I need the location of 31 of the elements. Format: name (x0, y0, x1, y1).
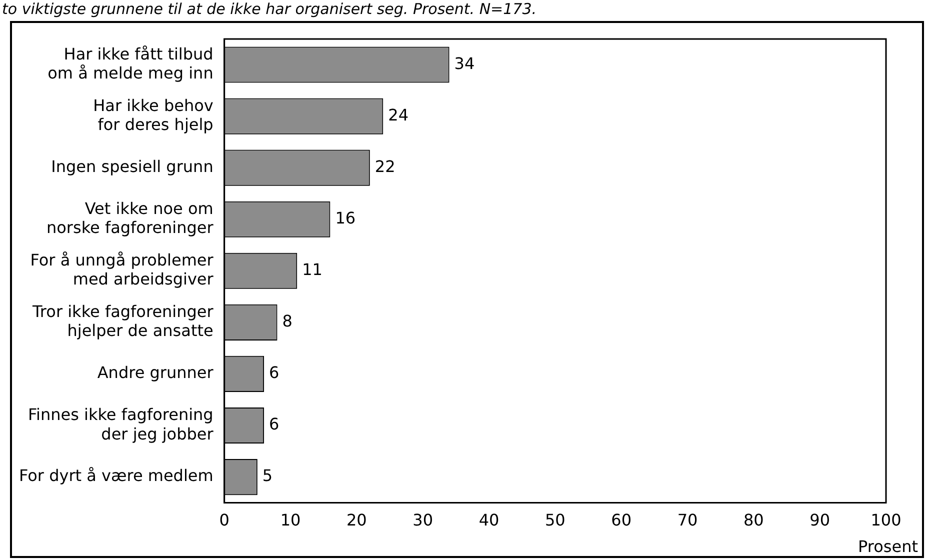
x-tick-label: 100 (870, 510, 902, 530)
x-tick-label: 90 (810, 510, 830, 530)
x-tick-label: 40 (478, 510, 500, 530)
y-tick-label: Har ikke behov for deres hjelp (93, 96, 214, 134)
y-tick-label: Finnes ikke fagforening der jeg jobber (28, 405, 214, 444)
data-label: 8 (282, 312, 292, 331)
data-label: 6 (269, 414, 280, 434)
x-tick-label: 70 (677, 510, 698, 530)
x-tick-label: 50 (544, 510, 566, 530)
data-label: 22 (374, 156, 396, 176)
data-label: 6 (269, 363, 280, 382)
y-tick-label: For å unngå problemer med arbeidsgiver (30, 250, 214, 289)
y-tick-label: Vet ikke noe om norske fagforeninger (46, 198, 214, 238)
data-label: 11 (302, 260, 322, 280)
data-label: 5 (262, 466, 273, 486)
chart-title: to viktigste grunnene til at de ikke har organisert seg. Prosent. N=173. (2, 0, 537, 18)
x-tick-label: 0 (219, 510, 230, 530)
y-tick-label: Har ikke fått tilbud om å melde meg inn (48, 44, 214, 83)
y-tick-label: For dyrt å være medlem (18, 466, 214, 486)
x-axis-title: Prosent (858, 537, 918, 556)
x-tick-label: 20 (346, 510, 367, 530)
data-label: 16 (335, 208, 356, 228)
y-tick-label: Andre grunner (97, 363, 214, 382)
x-tick-label: 30 (412, 510, 434, 530)
x-tick-label: 80 (743, 510, 764, 530)
data-label: 34 (454, 54, 475, 73)
x-tick-label: 60 (611, 510, 632, 530)
y-tick-label: Tror ikke fagforeninger hjelper de ansatte (32, 302, 214, 340)
data-label: 24 (388, 105, 408, 124)
x-tick-label: 10 (280, 510, 301, 530)
y-tick-label: Ingen spesiell grunn (51, 156, 214, 176)
